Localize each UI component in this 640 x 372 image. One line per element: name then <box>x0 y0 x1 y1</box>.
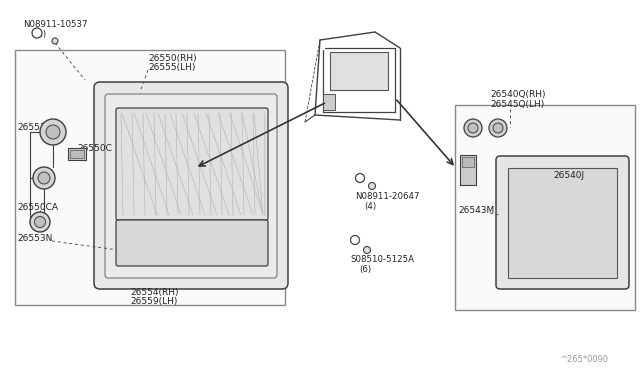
Text: N08911-20647: N08911-20647 <box>355 192 419 201</box>
Circle shape <box>40 119 66 145</box>
Bar <box>462 157 474 167</box>
Text: 26550(RH): 26550(RH) <box>148 54 196 63</box>
Text: S: S <box>353 237 357 243</box>
Text: (4): (4) <box>364 202 376 211</box>
Bar <box>460 155 476 185</box>
FancyBboxPatch shape <box>116 220 268 266</box>
Text: 26550CA: 26550CA <box>17 202 58 212</box>
Text: S08510-5125A: S08510-5125A <box>350 255 414 264</box>
Circle shape <box>32 28 42 38</box>
Text: 26551: 26551 <box>17 122 45 131</box>
Text: 26554(RH): 26554(RH) <box>130 288 179 297</box>
FancyBboxPatch shape <box>116 108 268 220</box>
Text: (6): (6) <box>359 265 371 274</box>
Circle shape <box>464 119 482 137</box>
FancyBboxPatch shape <box>94 82 288 289</box>
Circle shape <box>33 167 55 189</box>
Text: 26545Q(LH): 26545Q(LH) <box>490 100 544 109</box>
Circle shape <box>30 212 50 232</box>
Text: 26553N: 26553N <box>17 234 52 243</box>
Bar <box>68 148 86 160</box>
Bar <box>323 94 335 110</box>
Text: N08911-10537: N08911-10537 <box>23 20 88 29</box>
Circle shape <box>35 217 45 228</box>
Circle shape <box>46 125 60 139</box>
Text: N: N <box>358 176 362 180</box>
FancyBboxPatch shape <box>105 94 277 278</box>
Bar <box>455 105 635 310</box>
Circle shape <box>38 172 50 184</box>
Text: N: N <box>35 30 40 36</box>
Circle shape <box>468 123 478 133</box>
Circle shape <box>364 247 371 253</box>
FancyBboxPatch shape <box>496 156 629 289</box>
Text: 26559(LH): 26559(LH) <box>130 297 177 306</box>
Bar <box>330 52 388 90</box>
Circle shape <box>369 183 376 189</box>
Bar <box>15 50 285 305</box>
Text: ^265*0090: ^265*0090 <box>560 355 608 364</box>
Text: 26555(LH): 26555(LH) <box>148 63 195 72</box>
Text: 26543M: 26543M <box>458 205 494 215</box>
Text: 26540Q(RH): 26540Q(RH) <box>490 90 545 99</box>
Text: 26550C: 26550C <box>77 144 112 153</box>
Circle shape <box>351 235 360 244</box>
FancyBboxPatch shape <box>508 168 617 278</box>
Text: (4): (4) <box>34 30 46 39</box>
Circle shape <box>52 38 58 44</box>
Bar <box>70 150 84 158</box>
Circle shape <box>489 119 507 137</box>
Circle shape <box>355 173 365 183</box>
Circle shape <box>493 123 503 133</box>
Text: 26540J: 26540J <box>553 170 584 180</box>
